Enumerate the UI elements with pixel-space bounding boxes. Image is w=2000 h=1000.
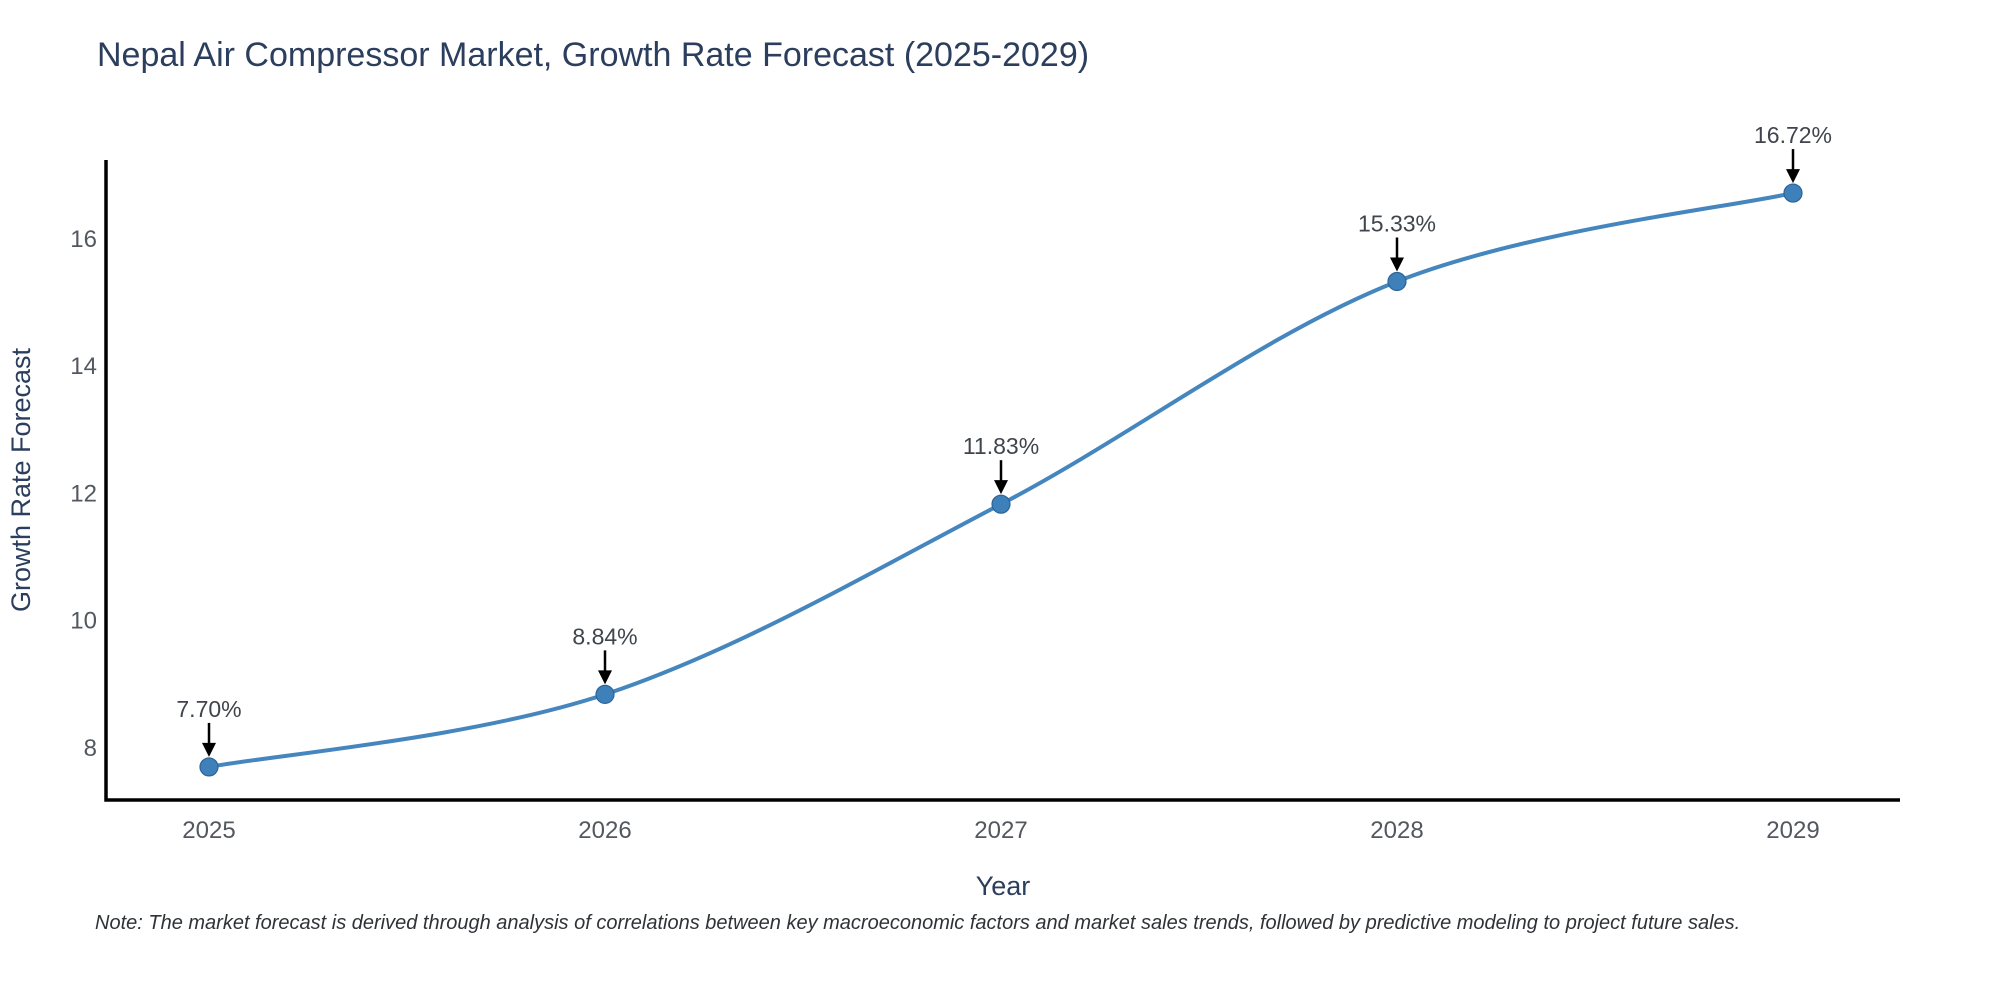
x-tick-label: 2028 (1370, 817, 1423, 844)
data-point-marker[interactable] (991, 494, 1011, 514)
data-point-marker[interactable] (1387, 271, 1407, 292)
x-tick-label: 2029 (1766, 817, 1819, 844)
y-tick-label: 8 (84, 735, 97, 762)
y-tick-label: 14 (70, 353, 97, 380)
data-point-marker[interactable] (595, 684, 615, 704)
series-layer (199, 183, 1803, 777)
annotation-arrowhead (1390, 257, 1404, 272)
x-axis-title: Year (976, 871, 1031, 901)
annotation-arrowhead (202, 742, 216, 757)
data-point-marker[interactable] (199, 757, 219, 777)
x-tick-label: 2027 (974, 817, 1027, 844)
chart-title: Nepal Air Compressor Market, Growth Rate… (97, 36, 1090, 74)
annotation-arrowhead (994, 480, 1008, 495)
y-tick-label: 12 (70, 480, 97, 507)
y-tick-label: 10 (70, 608, 97, 635)
point-annotation-label: 16.72% (1754, 122, 1832, 148)
footnote: Note: The market forecast is derived thr… (95, 912, 1741, 934)
annotation-arrowhead (598, 670, 612, 685)
annotation-arrowhead (1786, 169, 1800, 184)
axes-layer: 2025 2026 2027 2028 2029 8 10 12 14 16 (70, 160, 1900, 844)
point-annotation-label: 7.70% (176, 696, 241, 722)
x-tick-label: 2025 (182, 817, 235, 844)
annotation-layer: 7.70% 8.84% 11.83% 15.33% 16.72% (176, 122, 1832, 757)
x-tick-label: 2026 (578, 817, 631, 844)
y-tick-label: 16 (70, 226, 97, 253)
plot-axis-line (104, 160, 1900, 802)
point-annotation-label: 15.33% (1358, 211, 1436, 237)
y-axis-title: Growth Rate Forecast (6, 347, 36, 612)
point-annotation-label: 11.83% (963, 433, 1039, 459)
point-annotation-label: 8.84% (572, 623, 637, 649)
data-point-marker[interactable] (1783, 183, 1803, 203)
